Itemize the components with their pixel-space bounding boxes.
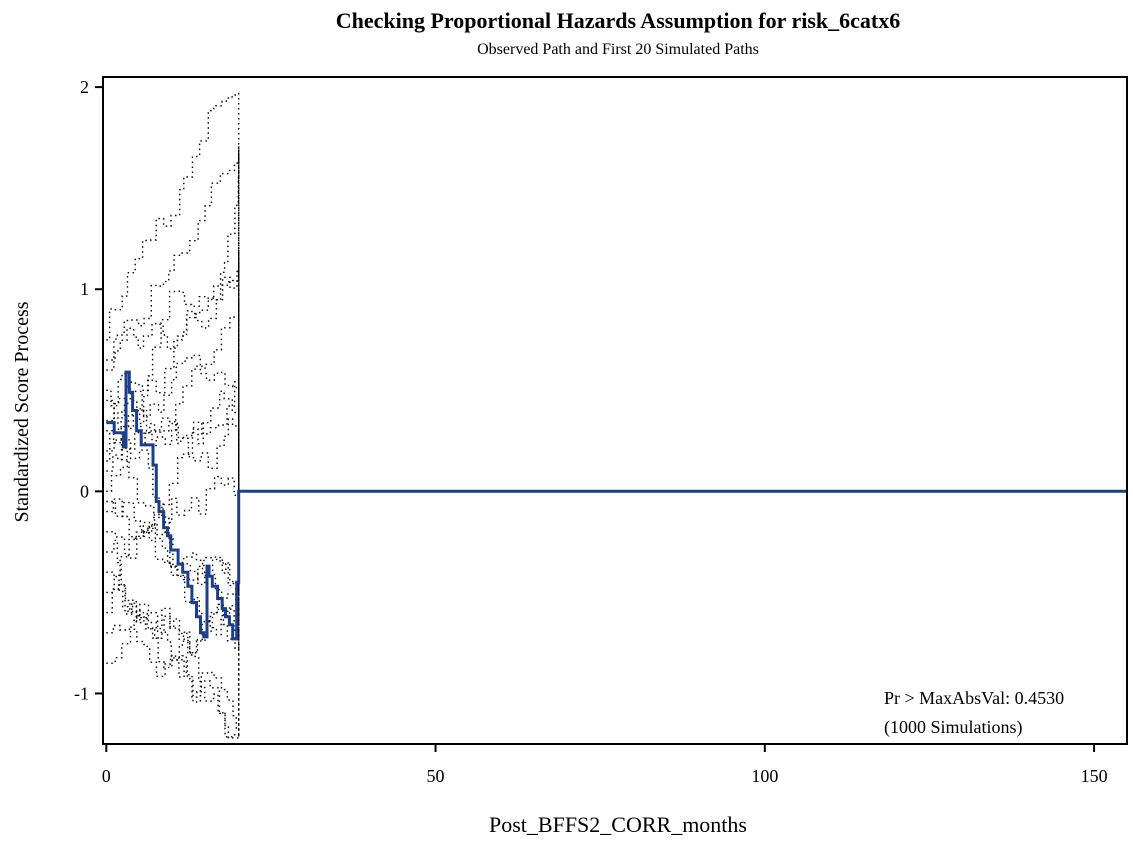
x-tick-label: 50 (427, 766, 445, 786)
simulation-count-annotation: (1000 Simulations) (884, 717, 1023, 738)
simulated-path (106, 439, 240, 638)
simulated-path (106, 301, 240, 492)
simulated-path (106, 381, 240, 492)
y-tick-label: -1 (74, 683, 89, 703)
simulated-path (106, 491, 240, 654)
simulated-path (106, 399, 240, 595)
x-axis-ticks: 0 50 100 150 (102, 744, 1108, 786)
y-axis-ticks: -1 0 1 2 (74, 77, 103, 703)
simulated-path (106, 491, 240, 731)
y-tick-label: 0 (80, 481, 89, 501)
observed-path (106, 370, 1127, 641)
observed-path-line (106, 370, 1127, 641)
x-tick-label: 0 (102, 766, 111, 786)
chart-title: Checking Proportional Hazards Assumption… (336, 8, 901, 33)
simulated-path (106, 390, 240, 594)
chart-subtitle: Observed Path and First 20 Simulated Pat… (477, 41, 759, 58)
x-axis-label: Post_BFFS2_CORR_months (489, 812, 747, 837)
y-tick-label: 1 (80, 279, 89, 299)
simulated-path (106, 491, 240, 623)
simulated-path (106, 390, 240, 492)
plot-frame (102, 76, 1128, 745)
simulated-path (106, 491, 240, 739)
x-tick-label: 100 (751, 766, 778, 786)
simulated-path (106, 475, 240, 559)
y-axis-label: Standardized Score Process (11, 301, 33, 522)
y-tick-label: 2 (80, 77, 89, 97)
simulated-path (106, 491, 240, 654)
simulated-path (106, 491, 240, 622)
x-tick-label: 150 (1081, 766, 1108, 786)
pvalue-annotation: Pr > MaxAbsVal: 0.4530 (884, 688, 1064, 708)
simulated-path (106, 91, 240, 492)
